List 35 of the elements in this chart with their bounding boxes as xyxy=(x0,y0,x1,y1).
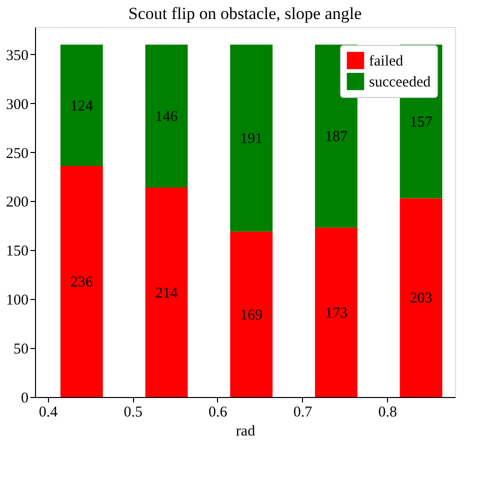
x-tick-label: 0.7 xyxy=(293,404,313,420)
bar xyxy=(60,44,103,166)
data-label: 191 xyxy=(240,131,263,148)
bar xyxy=(230,232,273,397)
y-tick-label: 250 xyxy=(6,146,28,162)
y-tick-label: 0 xyxy=(21,390,28,406)
data-label: 146 xyxy=(155,109,178,126)
legend-label: failed xyxy=(369,54,404,70)
data-label: 157 xyxy=(410,114,433,130)
x-tick-label: 0.8 xyxy=(378,404,397,420)
data-label: 214 xyxy=(155,285,178,302)
legend-label: succeeded xyxy=(369,74,432,90)
y-tick-label: 150 xyxy=(6,244,28,260)
bar xyxy=(60,166,103,397)
y-tick-label: 200 xyxy=(6,194,28,211)
y-tick-label: 350 xyxy=(6,48,28,64)
x-tick-label: 0.4 xyxy=(38,404,58,420)
data-label: 203 xyxy=(410,290,432,307)
data-label: 173 xyxy=(324,305,348,322)
x-axis-title: rad xyxy=(236,424,256,440)
y-tick-label: 300 xyxy=(6,96,28,113)
y-tick-label: 50 xyxy=(14,342,28,358)
chart-title: Scout flip on obstacle, slope angle xyxy=(128,4,362,23)
bar xyxy=(230,44,273,232)
bar xyxy=(400,198,442,397)
x-tick-label: 0.6 xyxy=(208,404,228,420)
bar xyxy=(145,188,188,397)
bar xyxy=(145,44,188,188)
bar xyxy=(315,228,358,397)
data-label: 169 xyxy=(240,307,263,324)
data-label: 124 xyxy=(70,98,94,114)
x-tick-label: 0.5 xyxy=(124,404,142,420)
data-label: 236 xyxy=(70,274,94,290)
data-label: 187 xyxy=(324,129,348,146)
y-tick-label: 100 xyxy=(6,292,28,309)
